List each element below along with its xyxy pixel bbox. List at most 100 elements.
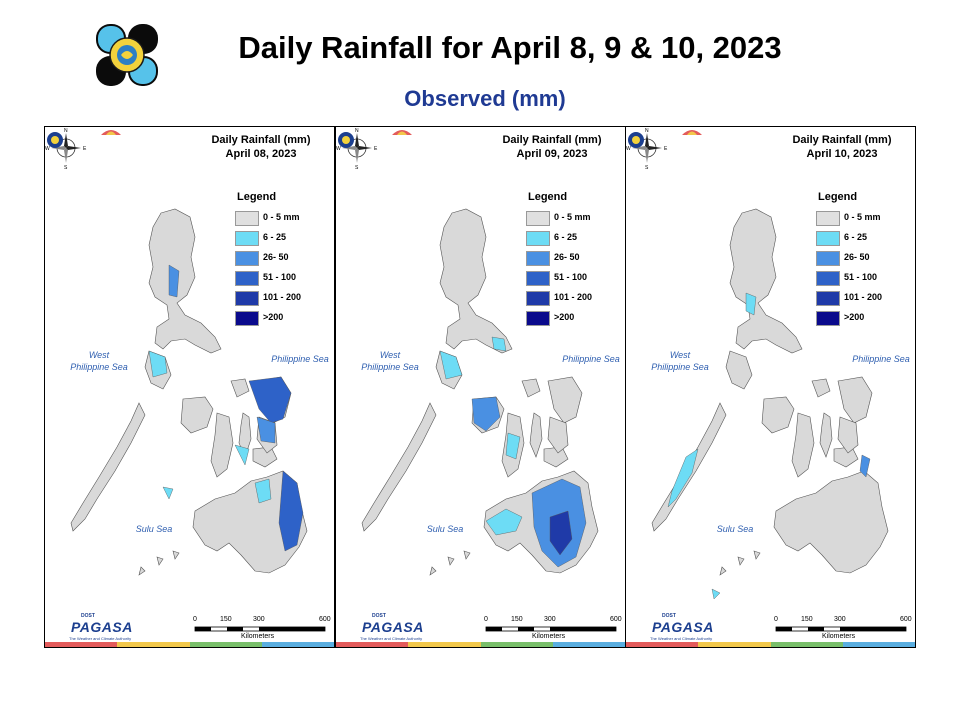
rainfall-area bbox=[491, 336, 507, 352]
scale-bar bbox=[194, 626, 326, 632]
legend-title: Legend bbox=[818, 191, 858, 203]
brand-tagline: The Weather and Climate Authority bbox=[650, 636, 713, 641]
pagasa-brand-logo bbox=[628, 130, 702, 148]
cebu-island bbox=[819, 412, 833, 458]
sea-label-sulu: Sulu Sea bbox=[426, 524, 464, 534]
cebu-island bbox=[529, 412, 543, 458]
legend-swatch bbox=[235, 251, 259, 266]
rainfall-area bbox=[162, 486, 174, 500]
panel-title: Daily Rainfall (mm) April 10, 2023 bbox=[776, 133, 908, 161]
legend-swatch bbox=[526, 271, 550, 286]
sea-label-west-philippine: West Philippine Sea bbox=[70, 350, 128, 372]
legend-label: 26- 50 bbox=[554, 252, 580, 262]
compass-w-label: W bbox=[45, 146, 50, 152]
scale-tick-600: 600 bbox=[900, 616, 912, 623]
rainfall-area bbox=[485, 508, 523, 536]
panel-title: Daily Rainfall (mm) April 08, 2023 bbox=[195, 133, 327, 161]
page-title: Daily Rainfall for April 8, 9 & 10, 2023 bbox=[238, 30, 782, 65]
legend-swatch bbox=[816, 211, 840, 226]
compass-s-label: S bbox=[64, 165, 68, 169]
scale-tick-150: 150 bbox=[220, 616, 232, 623]
rainfall-area bbox=[439, 350, 463, 380]
philippines-map bbox=[70, 208, 326, 632]
compass-e-label: E bbox=[374, 146, 378, 152]
legend-label: 26- 50 bbox=[263, 252, 289, 262]
rainfall-area bbox=[745, 292, 757, 316]
scale-tick-300: 300 bbox=[253, 616, 265, 623]
legend-label: >200 bbox=[844, 312, 865, 322]
palawan-island bbox=[361, 402, 437, 532]
legend-swatch bbox=[526, 211, 550, 226]
scale-tick-0: 0 bbox=[193, 616, 197, 623]
compass-n-label: N bbox=[64, 128, 68, 134]
legend-label: 0 - 5 mm bbox=[844, 212, 881, 222]
luzon-island bbox=[439, 208, 513, 354]
sea-label-philippine: Philippine Sea bbox=[852, 354, 910, 364]
masbate-island bbox=[521, 378, 541, 398]
brand-pagasa-label: PAGASA bbox=[71, 619, 133, 635]
pagasa-brand-logo bbox=[338, 130, 412, 148]
map-panels: N S W E Daily Rainfall (mm) April 08, 20… bbox=[44, 126, 916, 648]
scale-bar bbox=[775, 626, 907, 632]
scale-tick-300: 300 bbox=[544, 616, 556, 623]
rainfall-area bbox=[278, 470, 304, 552]
sulu-islands bbox=[429, 550, 471, 576]
brand-tagline: The Weather and Climate Authority bbox=[69, 636, 132, 641]
legend-swatch bbox=[235, 231, 259, 246]
samar-island bbox=[547, 376, 583, 424]
legend-label: >200 bbox=[263, 312, 284, 322]
legend-swatch bbox=[526, 311, 550, 326]
panel-title-date: April 08, 2023 bbox=[225, 148, 297, 160]
legend-swatch bbox=[235, 271, 259, 286]
panay-island bbox=[761, 396, 795, 434]
rainfall-area bbox=[711, 588, 721, 600]
legend-swatch bbox=[235, 311, 259, 326]
panel-title-line1: Daily Rainfall (mm) bbox=[211, 134, 311, 146]
brand-pagasa-label: PAGASA bbox=[362, 619, 424, 635]
legend-swatch bbox=[526, 251, 550, 266]
scale-tick-600: 600 bbox=[319, 616, 331, 623]
rainfall-area bbox=[234, 444, 250, 466]
legend-swatch bbox=[816, 291, 840, 306]
legend-swatch bbox=[526, 291, 550, 306]
rainfall-overlay bbox=[148, 264, 304, 552]
rainfall-area bbox=[859, 454, 871, 478]
compass-w-label: W bbox=[626, 146, 631, 152]
legend-swatch bbox=[816, 271, 840, 286]
brand-dost-label: DOST bbox=[372, 613, 386, 619]
mindoro-island bbox=[725, 350, 753, 390]
legend-label: 101 - 200 bbox=[844, 292, 883, 302]
sea-label-philippine: Philippine Sea bbox=[562, 354, 620, 364]
legend-swatch bbox=[235, 291, 259, 306]
legend-label: 51 - 100 bbox=[844, 272, 878, 282]
brand-pagasa-label: PAGASA bbox=[652, 619, 714, 635]
panel-title: Daily Rainfall (mm) April 09, 2023 bbox=[486, 133, 618, 161]
rainfall-area bbox=[256, 416, 276, 444]
pagasa-brand-logo bbox=[47, 130, 121, 148]
compass-e-label: E bbox=[83, 146, 87, 152]
rainfall-area bbox=[505, 432, 521, 460]
rainfall-overlay bbox=[667, 292, 871, 600]
scale-unit-label: Kilometers bbox=[241, 633, 275, 640]
rainfall-area bbox=[549, 510, 573, 556]
scale-tick-0: 0 bbox=[774, 616, 778, 623]
panel-title-date: April 09, 2023 bbox=[516, 148, 588, 160]
luzon-island bbox=[148, 208, 222, 354]
samar-island bbox=[837, 376, 873, 424]
sulu-islands bbox=[138, 550, 180, 576]
panel-title-line1: Daily Rainfall (mm) bbox=[502, 134, 602, 146]
legend-swatch bbox=[816, 311, 840, 326]
masbate-island bbox=[230, 378, 250, 398]
legend-title: Legend bbox=[528, 191, 568, 203]
compass-s-label: S bbox=[355, 165, 359, 169]
legend-label: 51 - 100 bbox=[263, 272, 297, 282]
compass-n-label: N bbox=[645, 128, 649, 134]
legend-swatch bbox=[816, 251, 840, 266]
philippines-map bbox=[651, 208, 907, 632]
leyte-island bbox=[547, 416, 569, 454]
rainfall-map-panel-3: N S W E Daily Rainfall (mm) April 10, 20… bbox=[625, 126, 916, 648]
legend-swatch bbox=[816, 231, 840, 246]
legend-label: 51 - 100 bbox=[554, 272, 588, 282]
compass-w-label: W bbox=[336, 146, 341, 152]
panel-title-line1: Daily Rainfall (mm) bbox=[792, 134, 892, 146]
